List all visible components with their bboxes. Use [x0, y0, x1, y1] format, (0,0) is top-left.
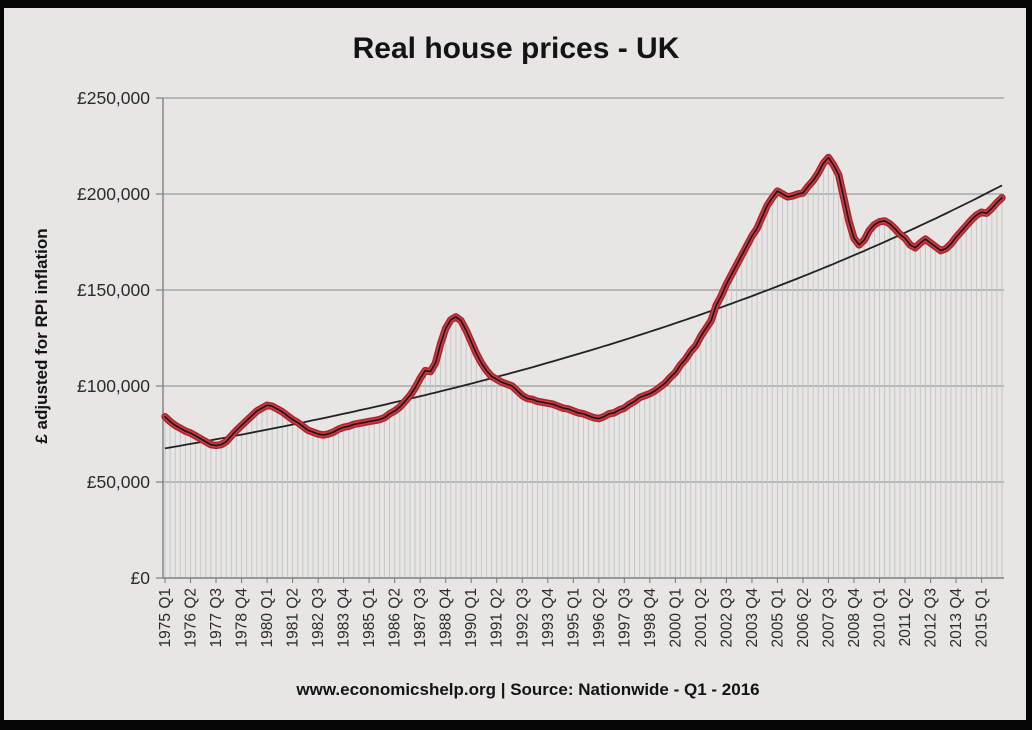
x-tick-label: 1980 Q1 [259, 588, 276, 647]
chart-background [4, 8, 1026, 720]
x-tick-label: 1981 Q2 [285, 588, 302, 647]
x-tick-label: 2010 Q1 [872, 588, 889, 647]
x-tick-label: 1983 Q4 [336, 588, 353, 648]
x-tick-label: 1997 Q3 [616, 588, 633, 647]
x-tick-label: 1996 Q2 [591, 588, 608, 647]
x-tick-label: 2011 Q2 [897, 588, 914, 646]
x-tick-label: 2002 Q3 [718, 588, 735, 647]
axes [162, 98, 1004, 579]
x-tick-label: 1977 Q3 [208, 588, 225, 647]
x-tick-label: 1986 Q2 [387, 588, 404, 647]
y-tick-label: £0 [131, 568, 151, 588]
x-tick-label: 2003 Q4 [744, 588, 761, 648]
x-tick-label: 1998 Q4 [642, 588, 659, 648]
generated-chart-layers: £0 £50,000 £100,000 £150,000 £200,000 £250,00… [77, 88, 1006, 648]
trend-line-series [164, 184, 1003, 450]
y-tick-label: £100,000 [77, 376, 150, 396]
x-tick-label: 2015 Q1 [974, 588, 991, 647]
x-tick-label: 2005 Q1 [769, 588, 786, 647]
x-tick-label: 1978 Q4 [234, 588, 251, 648]
y-tick-label: £150,000 [77, 280, 150, 300]
x-tick-label: 1987 Q3 [412, 588, 429, 647]
x-tick-label: 2013 Q4 [948, 588, 965, 648]
price-line-core [164, 156, 1003, 447]
x-tick-label: 1990 Q1 [463, 588, 480, 647]
x-tick-label: 2001 Q2 [693, 588, 710, 647]
x-tick-label: 1995 Q1 [565, 588, 582, 647]
trend-line [164, 184, 1003, 450]
real-house-price-series [161, 153, 1006, 450]
x-tick-label: 1992 Q3 [514, 588, 531, 647]
x-tick-label: 1976 Q2 [183, 588, 200, 647]
y-tick-label: £200,000 [77, 184, 150, 204]
x-ticks [164, 578, 983, 583]
x-tick-label: 2007 Q3 [820, 588, 837, 647]
x-tick-labels: 1975 Q1 1976 Q2 1977 Q3 1978 Q4 1980 Q1 1981 … [157, 588, 991, 648]
x-tick-label: 2000 Q1 [667, 588, 684, 647]
x-tick-label: 1982 Q3 [310, 588, 327, 647]
source-caption: www.economicshelp.org | Source: Nationwi… [295, 680, 759, 699]
y-axis-title: £ adjusted for RPI inflation [32, 228, 51, 443]
x-tick-label: 2006 Q2 [795, 588, 812, 647]
x-tick-label: 1991 Q2 [489, 588, 506, 647]
y-tick-labels: £0 £50,000 £100,000 £150,000 £200,000 £250,00… [77, 88, 150, 588]
y-tick-label: £250,000 [77, 88, 150, 108]
x-tick-label: 2012 Q3 [923, 588, 940, 647]
x-tick-label: 1988 Q4 [438, 588, 455, 648]
x-tick-label: 1975 Q1 [157, 588, 174, 647]
x-tick-label: 2008 Q4 [846, 588, 863, 648]
x-tick-label: 1993 Q4 [540, 588, 557, 648]
y-tick-label: £50,000 [87, 472, 151, 492]
x-tick-label: 1985 Q1 [361, 588, 378, 647]
chart-title: Real house prices - UK [353, 32, 680, 65]
quarterly-drop-lines [164, 160, 1003, 577]
